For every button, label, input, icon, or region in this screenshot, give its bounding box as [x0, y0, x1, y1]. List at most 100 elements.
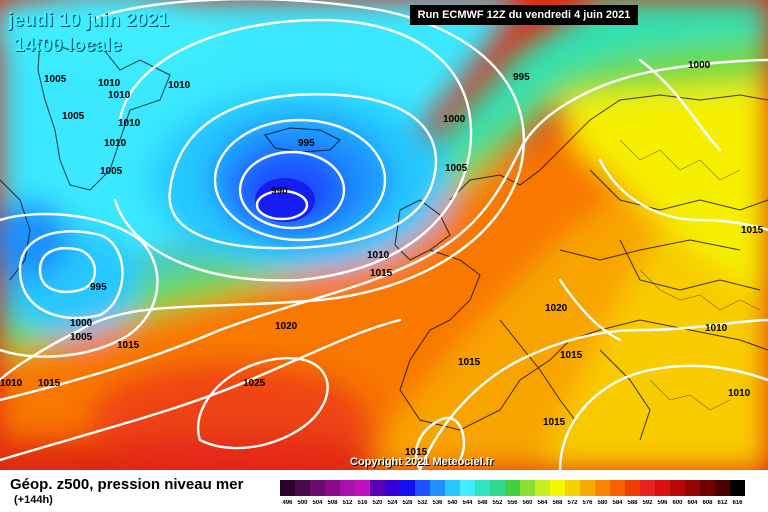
- color-scale-swatch: [670, 480, 685, 496]
- isobar-label: 1005: [70, 332, 93, 343]
- isobar-label: 1025: [243, 378, 266, 389]
- color-scale-swatch: [535, 480, 550, 496]
- color-scale-swatch: [640, 480, 655, 496]
- color-scale-tick-label: 496: [282, 500, 293, 506]
- color-scale-tick-label: 572: [567, 500, 578, 506]
- copyright-label: Copyright 2021 Meteociel.fr: [350, 456, 494, 468]
- color-scale-tick-label: 612: [717, 500, 728, 506]
- isobar-label: 1015: [38, 378, 61, 389]
- isobar-label: 1015: [370, 268, 393, 279]
- color-scale-swatch: [610, 480, 625, 496]
- isobar-label: 1005: [62, 111, 85, 122]
- isobar-label: 995: [513, 72, 530, 83]
- isobar-label: 1010: [108, 90, 131, 101]
- isobar-label: 1005: [44, 74, 67, 85]
- color-scale-tick-label: 516: [357, 500, 368, 506]
- color-scale-tick-label: 528: [402, 500, 413, 506]
- color-scale-swatch: [715, 480, 730, 496]
- isobar-label: 1010: [705, 323, 728, 334]
- color-scale-swatch: [550, 480, 565, 496]
- color-scale-swatch: [730, 480, 745, 496]
- isobar-label: 1000: [688, 60, 711, 71]
- isobar-label: 1015: [741, 225, 764, 236]
- color-scale-tick-label: 568: [552, 500, 563, 506]
- color-scale-tick-label: 548: [477, 500, 488, 506]
- isobar-label: 1005: [100, 166, 123, 177]
- isobar-label: 1005: [445, 163, 468, 174]
- forecast-date-label: jeudi 10 juin 2021: [8, 10, 169, 31]
- color-scale-swatch: [685, 480, 700, 496]
- color-scale-swatch: [385, 480, 400, 496]
- color-scale-tick-label: 508: [327, 500, 338, 506]
- color-scale-tick-label: 616: [732, 500, 743, 506]
- color-scale-swatch: [340, 480, 355, 496]
- color-scale-tick-label: 588: [627, 500, 638, 506]
- color-scale-tick-label: 604: [687, 500, 698, 506]
- isobar-label: 1000: [443, 114, 466, 125]
- color-scale-tick-label: 580: [597, 500, 608, 506]
- color-scale-swatch: [280, 480, 295, 496]
- color-scale-swatch: [370, 480, 385, 496]
- color-scale-tick-label: 524: [387, 500, 398, 506]
- color-scale-swatch: [700, 480, 715, 496]
- color-scale-swatch: [595, 480, 610, 496]
- isobar-label: 1010: [98, 78, 121, 89]
- color-scale-swatch: [565, 480, 580, 496]
- isobar-label: 1010: [728, 388, 751, 399]
- isobar-label: 995: [298, 138, 315, 149]
- isobar-label: 1015: [458, 357, 481, 368]
- isobar-label: 990: [271, 186, 288, 197]
- color-scale-tick-label: 560: [522, 500, 533, 506]
- color-scale-ticks: 496 500 504 508 512 516 520 524 528 532 536 540 544 5…: [280, 500, 745, 506]
- color-scale-swatch: [655, 480, 670, 496]
- isobar-label: 1015: [543, 417, 566, 428]
- color-scale-swatch: [520, 480, 535, 496]
- color-scale-swatch: [625, 480, 640, 496]
- color-scale-swatch: [475, 480, 490, 496]
- color-scale-tick-label: 512: [342, 500, 353, 506]
- color-scale-swatch: [325, 480, 340, 496]
- color-scale: [280, 480, 745, 496]
- isobar-label: 1010: [118, 118, 141, 129]
- isobar-label: 1000: [70, 318, 93, 329]
- model-run-label: Run ECMWF 12Z du vendredi 4 juin 2021: [410, 5, 638, 25]
- isobar-label: 1015: [405, 447, 428, 458]
- geopotential-map: jeudi 10 juin 2021 14:00 locale Run ECMW…: [0, 0, 768, 470]
- color-scale-tick-label: 596: [657, 500, 668, 506]
- isobar-label: 1020: [545, 303, 568, 314]
- color-scale-tick-label: 592: [642, 500, 653, 506]
- color-scale-tick-label: 552: [492, 500, 503, 506]
- isobar-label: 1015: [560, 350, 583, 361]
- color-scale-swatch: [580, 480, 595, 496]
- color-scale-tick-label: 520: [372, 500, 383, 506]
- isobar-label: 1010: [168, 80, 191, 91]
- color-scale-tick-label: 556: [507, 500, 518, 506]
- color-scale-tick-label: 600: [672, 500, 683, 506]
- color-scale-tick-label: 540: [447, 500, 458, 506]
- isobar-label: 1010: [0, 378, 23, 389]
- color-scale-tick-label: 532: [417, 500, 428, 506]
- color-scale-swatch: [445, 480, 460, 496]
- isobar-label: 1020: [275, 321, 298, 332]
- color-scale-tick-label: 576: [582, 500, 593, 506]
- color-scale-swatch: [460, 480, 475, 496]
- legend-title: Géop. z500, pression niveau mer: [10, 476, 244, 493]
- isobar-label: 995: [90, 282, 107, 293]
- color-scale-swatch: [415, 480, 430, 496]
- legend-footer: Géop. z500, pression niveau mer (+144h) …: [0, 470, 768, 512]
- color-scale-swatch: [430, 480, 445, 496]
- color-scale-swatch: [310, 480, 325, 496]
- legend-subtitle: (+144h): [14, 494, 53, 506]
- color-scale-tick-label: 536: [432, 500, 443, 506]
- color-scale-tick-label: 564: [537, 500, 548, 506]
- forecast-time-label: 14:00 locale: [14, 35, 122, 56]
- color-scale-tick-label: 544: [462, 500, 473, 506]
- color-scale-swatch: [400, 480, 415, 496]
- isobar-label: 1010: [104, 138, 127, 149]
- color-scale-swatch: [355, 480, 370, 496]
- map-canvas: [0, 0, 768, 470]
- color-scale-tick-label: 504: [312, 500, 323, 506]
- color-scale-tick-label: 500: [297, 500, 308, 506]
- isobar-label: 1015: [117, 340, 140, 351]
